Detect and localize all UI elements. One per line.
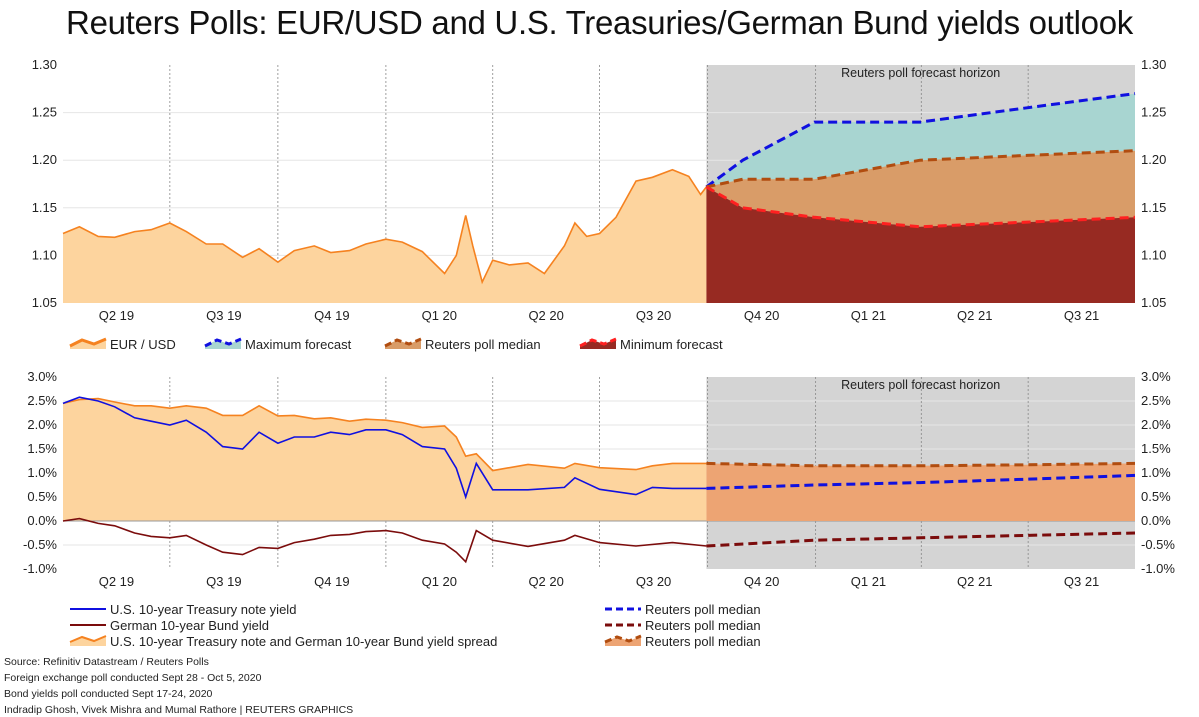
x-tick-label: Q2 21 — [957, 574, 992, 589]
y-tick-label-right: 3.0% — [1141, 369, 1171, 384]
legend-swatch-line — [69, 635, 107, 643]
y-tick-label-right: 1.20 — [1141, 152, 1166, 167]
footer-fx-poll: Foreign exchange poll conducted Sept 28 … — [4, 672, 262, 684]
y-tick-label-right: 2.5% — [1141, 393, 1171, 408]
y-tick-label-right: 0.0% — [1141, 513, 1171, 528]
footer-credit: Indradip Ghosh, Vivek Mishra and Mumal R… — [4, 704, 354, 716]
legend-left-label-2: German 10-year Bund yield — [110, 618, 269, 633]
eurusd-area — [63, 169, 707, 303]
legend-right-label-2: Reuters poll median — [645, 618, 761, 633]
y-tick-label-right: -1.0% — [1141, 561, 1175, 576]
minimum-forecast-line — [705, 185, 1136, 229]
y-tick-label-right: 1.5% — [1141, 441, 1171, 456]
y-tick-label-right: 1.0% — [1141, 465, 1171, 480]
x-tick-label: Q2 19 — [99, 308, 134, 323]
x-tick-label: Q4 20 — [744, 308, 779, 323]
legend-swatch-fill — [385, 339, 421, 349]
y-tick-label-left: 1.20 — [32, 152, 57, 167]
x-tick-label: Q3 21 — [1064, 574, 1099, 589]
y-tick-label-left: 1.10 — [32, 247, 57, 262]
chart-title: Reuters Polls: EUR/USD and U.S. Treasuri… — [66, 4, 1133, 41]
us-yield-line — [62, 396, 707, 500]
y-tick-label-right: 1.10 — [1141, 247, 1166, 262]
x-tick-label: Q3 20 — [636, 308, 671, 323]
x-tick-label: Q1 20 — [422, 574, 457, 589]
forecast-horizon-label: Reuters poll forecast horizon — [841, 378, 1000, 392]
x-tick-label: Q1 20 — [422, 308, 457, 323]
y-tick-label-left: -0.5% — [23, 537, 57, 552]
legend-swatch-line — [579, 337, 617, 348]
y-tick-label-left: -1.0% — [23, 561, 57, 576]
x-tick-label: Q1 21 — [851, 574, 886, 589]
legend-right-label-1: Reuters poll median — [645, 602, 761, 617]
y-tick-label-left: 0.5% — [27, 489, 57, 504]
spread-line — [62, 397, 707, 472]
band-min-floor — [706, 186, 1135, 303]
maximum-forecast-line — [705, 92, 1136, 189]
bund-yield-line — [62, 517, 707, 564]
legend-left-label-3: U.S. 10-year Treasury note and German 10… — [110, 634, 497, 649]
x-tick-label: Q3 19 — [206, 574, 241, 589]
x-tick-label: Q2 21 — [957, 308, 992, 323]
y-tick-label-left: 1.05 — [32, 295, 57, 310]
y-tick-label-left: 1.30 — [32, 57, 57, 72]
y-tick-label-right: -0.5% — [1141, 537, 1175, 552]
legend-swatch-fill — [605, 636, 641, 646]
forecast-horizon-label: Reuters poll forecast horizon — [841, 66, 1000, 80]
legend-swatch-fill — [205, 339, 241, 349]
us-median-line — [706, 473, 1136, 490]
spread-forecast-area — [706, 463, 1135, 521]
legend-label-3: Reuters poll median — [425, 337, 541, 352]
y-tick-label-left: 1.25 — [32, 105, 57, 120]
x-tick-label: Q3 19 — [206, 308, 241, 323]
y-tick-label-right: 1.30 — [1141, 57, 1166, 72]
y-tick-label-right: 1.15 — [1141, 200, 1166, 215]
legend-right-label-3: Reuters poll median — [645, 634, 761, 649]
legend-swatch-line — [604, 634, 642, 644]
x-tick-label: Q3 21 — [1064, 308, 1099, 323]
eurusd-line — [62, 168, 708, 285]
median-forecast-line — [706, 149, 1136, 189]
legend-label-2: Maximum forecast — [245, 337, 352, 352]
legend-swatch-line — [204, 337, 242, 348]
legend-swatch-line — [384, 337, 422, 348]
x-tick-label: Q2 20 — [528, 308, 563, 323]
legend-swatch-fill — [580, 339, 616, 349]
y-tick-label-left: 1.5% — [27, 441, 57, 456]
y-tick-label-right: 1.05 — [1141, 295, 1166, 310]
y-tick-label-left: 1.15 — [32, 200, 57, 215]
legend-label-1: EUR / USD — [110, 337, 176, 352]
band-median-min — [706, 150, 1135, 227]
legend-swatch-line — [69, 337, 107, 348]
x-tick-label: Q4 20 — [744, 574, 779, 589]
x-tick-label: Q4 19 — [314, 308, 349, 323]
x-tick-label: Q2 19 — [99, 574, 134, 589]
y-tick-label-right: 1.25 — [1141, 105, 1166, 120]
band-max-median — [706, 93, 1135, 187]
x-tick-label: Q4 19 — [314, 574, 349, 589]
x-tick-label: Q1 21 — [851, 308, 886, 323]
y-tick-label-left: 2.0% — [27, 417, 57, 432]
footer-bond-poll: Bond yields poll conducted Sept 17-24, 2… — [4, 688, 213, 700]
footer-source: Source: Refinitiv Datastream / Reuters P… — [4, 656, 209, 668]
legend-label-4: Minimum forecast — [620, 337, 723, 352]
spread-median-line — [706, 461, 1136, 468]
y-tick-label-right: 0.5% — [1141, 489, 1171, 504]
bund-median-line — [706, 531, 1136, 548]
y-tick-label-left: 0.0% — [27, 513, 57, 528]
y-tick-label-left: 2.5% — [27, 393, 57, 408]
x-tick-label: Q2 20 — [528, 574, 563, 589]
y-tick-label-left: 3.0% — [27, 369, 57, 384]
spread-area — [63, 398, 707, 521]
y-tick-label-left: 1.0% — [27, 465, 57, 480]
legend-left-label-1: U.S. 10-year Treasury note yield — [110, 602, 296, 617]
y-tick-label-right: 2.0% — [1141, 417, 1171, 432]
x-tick-label: Q3 20 — [636, 574, 671, 589]
